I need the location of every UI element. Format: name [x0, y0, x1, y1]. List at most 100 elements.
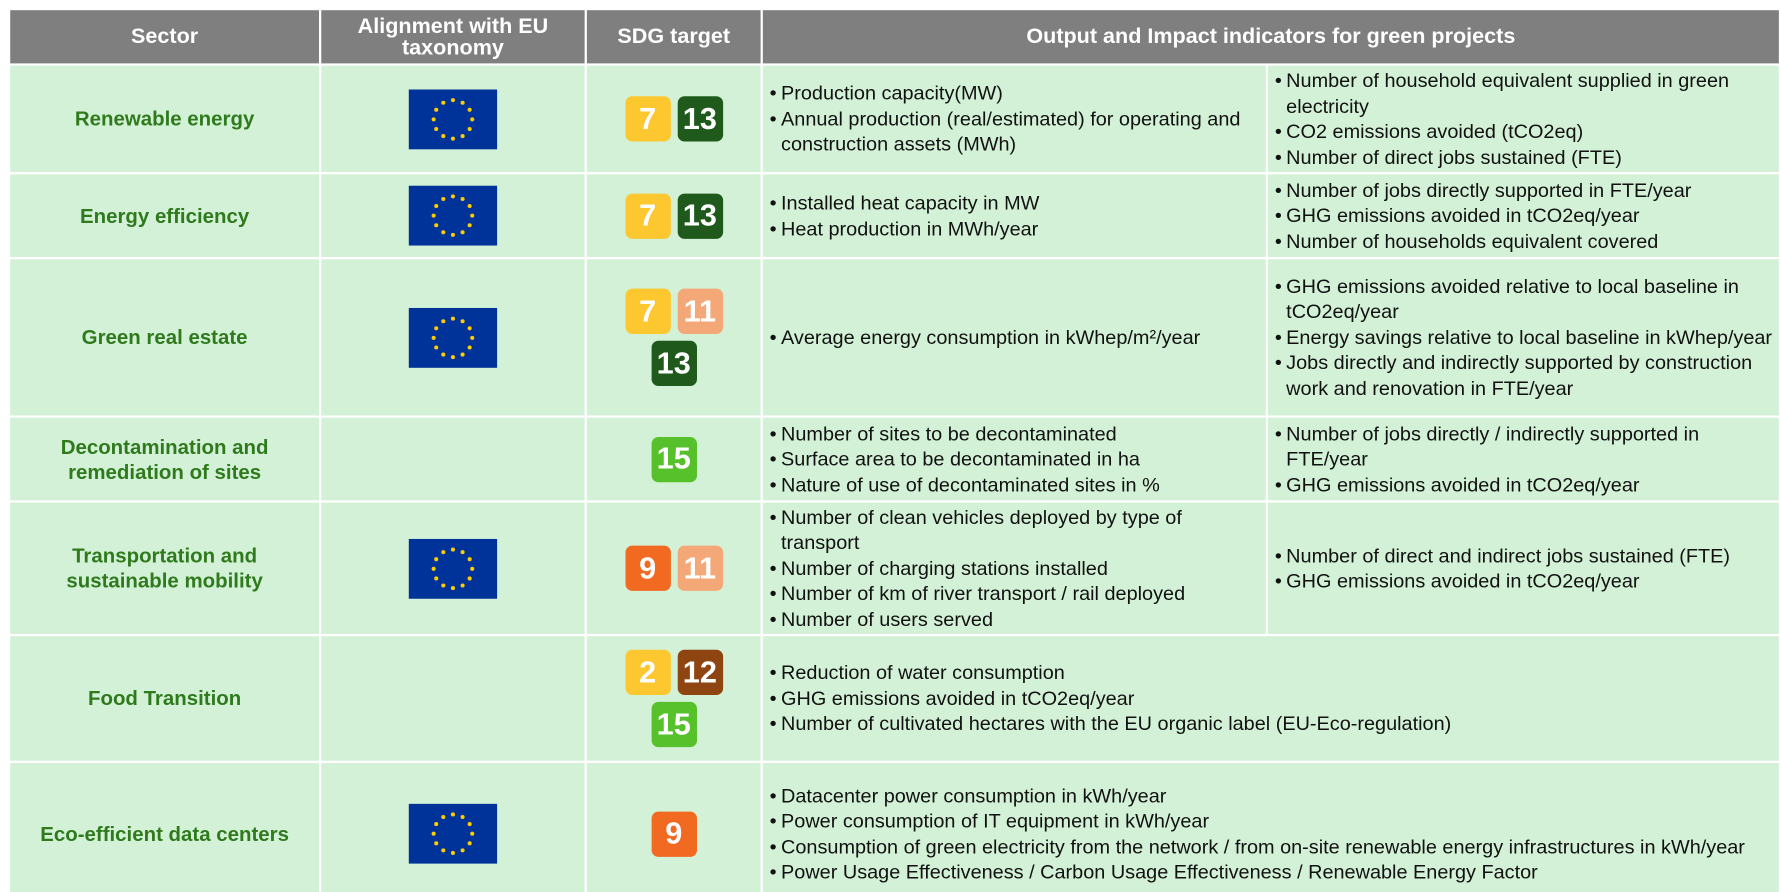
indicator-list: Number of jobs directly supported in FTE…: [1268, 177, 1692, 253]
sdg-cell: 7 13: [586, 174, 761, 257]
indicator-cell: Number of direct and indirect jobs susta…: [1268, 502, 1779, 634]
eu-flag: [408, 88, 498, 149]
indicator: GHG emissions avoided in tCO2eq/year: [1275, 568, 1730, 593]
sdg-badge: 15: [651, 436, 697, 482]
sdg-badge: 7: [624, 288, 671, 334]
indicator-list: Number of direct and indirect jobs susta…: [1268, 543, 1730, 594]
indicator: GHG emissions avoided relative to local …: [1275, 274, 1779, 325]
indicator: Number of users served: [770, 606, 1266, 631]
sector-name: Food Transition: [87, 687, 242, 710]
eu-cell: [321, 417, 585, 501]
eu-cell: [321, 65, 585, 173]
indicator: Reduction of water consumption: [770, 660, 1452, 685]
sdg-badge: 9: [651, 811, 697, 857]
eu-cell: [321, 259, 585, 416]
header-cell: Alignment with EU taxonomy: [321, 10, 585, 64]
header-cell: Output and Impact indicators for green p…: [762, 10, 1779, 64]
indicator: Installed heat capacity in MW: [770, 190, 1040, 215]
indicator: Number of sites to be decontaminated: [770, 421, 1160, 446]
sdg-list: 7 11 13: [617, 288, 731, 387]
indicator-cell: Number of sites to be decontaminatedSurf…: [762, 417, 1266, 501]
indicator: Annual production (real/estimated) for o…: [770, 106, 1266, 157]
sdg-list: 7 13: [617, 193, 731, 239]
sdg-badge: 2: [624, 649, 671, 696]
indicator-cell: Production capacity(MW)Annual production…: [762, 65, 1266, 173]
indicator: Energy savings relative to local baselin…: [1275, 325, 1779, 350]
header-cell: Sector: [10, 10, 319, 64]
indicator: Heat production in MWh/year: [770, 216, 1040, 241]
indicator-list: GHG emissions avoided relative to local …: [1268, 274, 1779, 401]
sector-cell: Eco-efficient data centers: [10, 762, 319, 892]
header-cell: SDG target: [586, 10, 761, 64]
sector-name: Eco-efficient data centers: [40, 822, 289, 846]
eu-cell: [321, 762, 585, 892]
indicator-list: Number of jobs directly / indirectly sup…: [1268, 421, 1779, 497]
sector-name: Green real estate: [81, 326, 248, 349]
sdg-badge: 7: [624, 193, 671, 239]
indicator: Surface area to be decontaminated in ha: [770, 446, 1160, 471]
sdg-badge: 13: [677, 193, 723, 239]
eu-flag: [408, 803, 498, 864]
indicator: Number of jobs directly / indirectly sup…: [1275, 421, 1779, 472]
indicator-cell: GHG emissions avoided relative to local …: [1268, 259, 1779, 416]
eu-flag: [408, 307, 498, 368]
indicator-list: Number of sites to be decontaminatedSurf…: [763, 421, 1160, 497]
indicator: Datacenter power consumption in kWh/year: [770, 783, 1745, 808]
indicator-cell: Average energy consumption in kWhep/m²/y…: [762, 259, 1266, 416]
indicator: Power Usage Effectiveness / Carbon Usage…: [770, 859, 1745, 884]
sdg-list: 9: [617, 811, 731, 857]
indicator: Consumption of green electricity from th…: [770, 834, 1745, 859]
indicator: Production capacity(MW): [770, 81, 1266, 106]
indicator-cell: Number of household equivalent supplied …: [1268, 65, 1779, 173]
indicator-cell: Installed heat capacity in MWHeat produc…: [762, 174, 1266, 257]
sector-cell: Green real estate: [10, 259, 319, 416]
sdg-cell: 2 12 15: [586, 636, 761, 761]
eu-cell: [321, 636, 585, 761]
eu-cell: [321, 502, 585, 634]
eu-cell: [321, 174, 585, 257]
indicator: Jobs directly and indirectly supported b…: [1275, 350, 1779, 401]
indicator: Number of households equivalent covered: [1275, 228, 1692, 253]
sdg-badge: 9: [624, 545, 671, 591]
indicator-list: Datacenter power consumption in kWh/year…: [763, 783, 1745, 885]
indicator-cell: Reduction of water consumptionGHG emissi…: [762, 636, 1779, 761]
sdg-list: 2 12 15: [617, 649, 731, 748]
sector-cell: Transportation and sustainable mobility: [10, 502, 319, 634]
eu-flag: [408, 538, 498, 599]
indicator: Number of direct and indirect jobs susta…: [1275, 543, 1730, 568]
sdg-cell: 7 11 13: [586, 259, 761, 416]
indicator-cell: Number of clean vehicles deployed by typ…: [762, 502, 1266, 634]
sdg-badge: 15: [651, 701, 697, 748]
indicator: GHG emissions avoided in tCO2eq/year: [1275, 472, 1779, 497]
sdg-list: 9 11: [617, 545, 731, 591]
sdg-cell: 7 13: [586, 65, 761, 173]
indicator-list: Number of clean vehicles deployed by typ…: [763, 505, 1266, 632]
sdg-cell: 9: [586, 762, 761, 892]
indicator: GHG emissions avoided in tCO2eq/year: [770, 686, 1452, 711]
sdg-badge: 11: [677, 288, 723, 334]
indicator-list: Reduction of water consumptionGHG emissi…: [763, 660, 1452, 736]
sdg-badge: 11: [677, 545, 723, 591]
eu-flag: [408, 185, 498, 246]
indicator-list: Production capacity(MW)Annual production…: [763, 81, 1266, 157]
sdg-list: 15: [617, 436, 731, 482]
sdg-badge: 7: [624, 96, 671, 142]
indicator: Power consumption of IT equipment in kWh…: [770, 808, 1745, 833]
sector-cell: Decontamination and remediation of sites: [10, 417, 319, 501]
indicator: Number of cultivated hectares with the E…: [770, 711, 1452, 736]
indicator: Average energy consumption in kWhep/m²/y…: [770, 325, 1201, 350]
indicator-list: Average energy consumption in kWhep/m²/y…: [763, 325, 1201, 350]
sector-cell: Food Transition: [10, 636, 319, 761]
indicator: Number of jobs directly supported in FTE…: [1275, 177, 1692, 202]
indicator: Number of direct jobs sustained (FTE): [1275, 144, 1779, 169]
indicator-list: Number of household equivalent supplied …: [1268, 68, 1779, 170]
sdg-cell: 15: [586, 417, 761, 501]
sdg-badge: 13: [651, 340, 697, 387]
indicator: GHG emissions avoided in tCO2eq/year: [1275, 203, 1692, 228]
indicator: Number of km of river transport / rail d…: [770, 581, 1266, 606]
sector-name: Renewable energy: [74, 107, 255, 131]
indicator-list: Installed heat capacity in MWHeat produc…: [763, 190, 1040, 241]
sector-name: Transportation and sustainable mobility: [66, 544, 263, 593]
